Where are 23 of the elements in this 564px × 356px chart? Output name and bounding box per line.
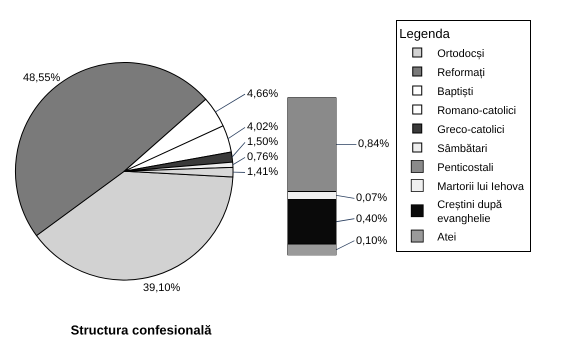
data-label: 48,55% xyxy=(23,72,61,84)
legend-label: Greco-catolici xyxy=(437,124,504,136)
data-label: 1,41% xyxy=(247,166,278,178)
legend-title: Legenda xyxy=(399,26,451,41)
data-label: 0,76% xyxy=(247,151,278,163)
data-label: 0,40% xyxy=(356,213,388,225)
legend-label: Baptiști xyxy=(437,86,474,98)
data-label: 39,10% xyxy=(143,282,181,294)
data-label: 0,84% xyxy=(358,138,390,150)
data-label: 0,10% xyxy=(356,235,388,247)
legend-label: Martorii lui Iehova xyxy=(437,180,525,193)
legend-label: Atei xyxy=(437,231,456,244)
data-label: 4,02% xyxy=(247,121,278,133)
legend-label: Sâmbătari xyxy=(437,142,488,155)
legend-label: Reformați xyxy=(437,66,485,79)
legend-label: Romano-catolici xyxy=(437,104,516,117)
data-label: 0,07% xyxy=(356,192,388,204)
data-label: 1,50% xyxy=(247,136,278,148)
text: Structura confesională xyxy=(70,322,212,338)
legend-label: Creștini după evanghelie xyxy=(437,198,503,226)
data-label: 4,66% xyxy=(247,88,278,100)
legend-label: Ortodocși xyxy=(437,48,484,60)
legend-label: Penticostali xyxy=(437,162,494,174)
